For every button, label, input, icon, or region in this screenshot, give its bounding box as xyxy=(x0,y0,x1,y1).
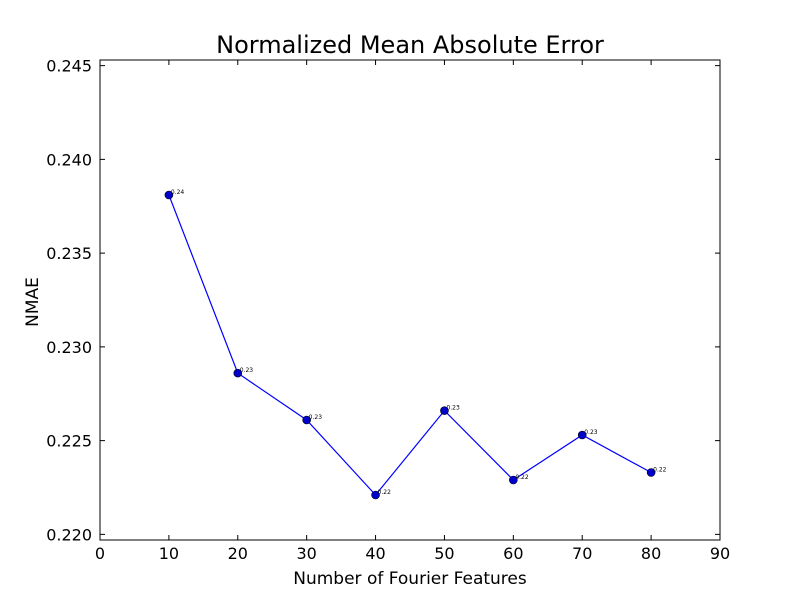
x-tick-label: 50 xyxy=(434,544,454,563)
x-tick-label: 40 xyxy=(365,544,385,563)
plot-frame xyxy=(99,59,721,541)
data-label: 0.22 xyxy=(653,467,667,474)
x-tick-label: 20 xyxy=(228,544,248,563)
y-tick-label: 0.240 xyxy=(46,150,92,169)
data-point xyxy=(509,475,518,485)
data-point xyxy=(371,490,380,500)
x-axis-label: Number of Fourier Features xyxy=(293,569,527,589)
x-tick-label: 70 xyxy=(572,544,592,563)
data-point xyxy=(646,468,656,477)
x-tick-label: 90 xyxy=(710,544,730,563)
x-tick-label: 60 xyxy=(503,544,523,563)
y-tick-label: 0.235 xyxy=(46,244,92,263)
data-label: 0.22 xyxy=(378,489,392,496)
data-label: 0.23 xyxy=(309,414,323,421)
data-label: 0.23 xyxy=(446,405,460,412)
y-tick-label: 0.245 xyxy=(46,57,92,76)
y-axis-label: NMAE xyxy=(23,277,43,327)
x-tick-label: 10 xyxy=(159,544,179,563)
data-label: 0.23 xyxy=(584,429,598,436)
data-label: 0.23 xyxy=(240,367,254,374)
y-tick-label: 0.230 xyxy=(46,338,92,357)
plot-area: 0 10 20 30 40 50 60 70 80 90 0.220 0.225 0.230 0.235 0… xyxy=(46,57,730,563)
data-point xyxy=(233,368,243,378)
y-tick-label: 0.220 xyxy=(46,525,92,544)
data-point xyxy=(577,430,587,440)
series-line xyxy=(168,194,652,496)
data-point xyxy=(164,190,174,200)
x-tick-label: 30 xyxy=(296,544,316,563)
data-point xyxy=(302,415,311,425)
data-point xyxy=(440,406,449,415)
y-tick-label: 0.225 xyxy=(46,432,92,451)
data-label: 0.24 xyxy=(171,189,185,196)
x-tick-label: 0 xyxy=(95,544,105,563)
x-tick-label: 80 xyxy=(641,544,661,563)
chart-title: Normalized Mean Absolute Error xyxy=(216,31,604,59)
data-label: 0.22 xyxy=(515,474,529,481)
